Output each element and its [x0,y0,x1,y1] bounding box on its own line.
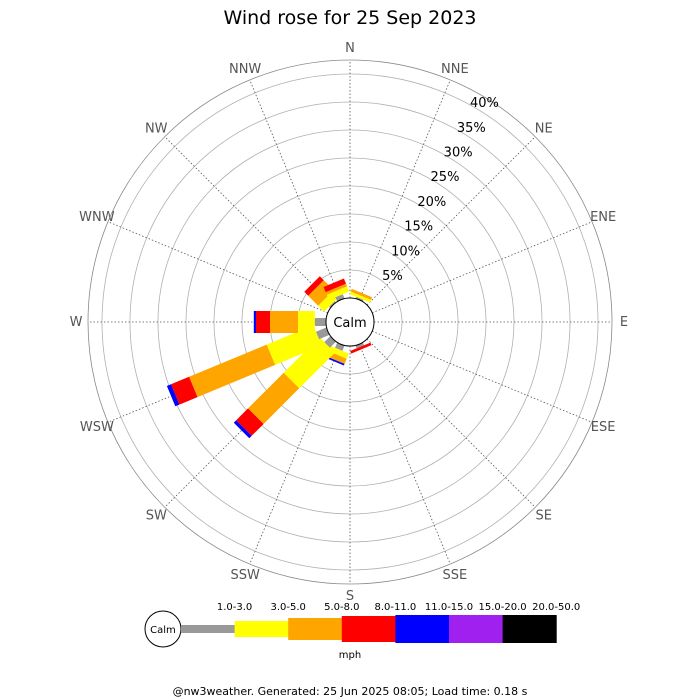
legend-label-3.0-5.0: 3.0-5.0 [270,602,305,613]
wind-bars [166,276,373,439]
direction-label-s: S [346,589,354,604]
spoke-wnw [107,221,328,314]
direction-label-ne: NE [535,121,553,136]
legend-swatch-3.0-5.0 [234,621,289,637]
spoke-se [366,338,536,508]
direction-label-sw: SW [146,509,167,524]
direction-label-wnw: WNW [79,210,115,225]
bar-sw-8.0-11.0 [236,408,264,436]
direction-label-w: W [70,315,83,330]
ring-label-1: 5% [382,269,403,284]
bar-w-3.0-5.0 [298,311,315,333]
legend-swatch-8.0-11.0 [341,616,396,642]
spoke-nnw [249,79,342,300]
legend-unit: mph [339,650,361,661]
bar-wsw-11.0-15.0 [166,384,180,407]
bar-wsw-5.0-8.0 [189,344,276,398]
bar-nnw-1.0-3.0 [335,294,345,302]
chart-title: Wind rose for 25 Sep 2023 [223,7,476,29]
bar-nne-1.0-3.0 [355,296,364,302]
spoke-nw [164,136,334,306]
legend-swatch-1.0-3.0 [181,625,236,633]
direction-label-sse: SSE [442,568,467,583]
legend-label-1.0-3.0: 1.0-3.0 [217,602,252,613]
bar-ssw-1.0-3.0 [335,342,345,351]
bar-sw-5.0-8.0 [248,372,300,424]
footer-text: @nw3weather. Generated: 25 Jun 2025 08:0… [173,685,528,698]
ring-label-8: 40% [470,96,499,111]
ring-label-3: 15% [404,220,433,235]
bar-nnw-8.0-11.0 [323,278,346,293]
bar-sw-11.0-15.0 [233,420,252,439]
direction-label-nnw: NNW [229,62,261,77]
spoke-sse [358,344,451,565]
bar-nw-8.0-11.0 [304,276,324,296]
spoke-nne [358,79,451,300]
bar-nw-1.0-3.0 [329,301,336,308]
direction-spokes [88,60,612,584]
ring-labels: 5% 10% 15% 20% 25% 30% 35% 40% [382,96,499,284]
bar-w-8.0-11.0 [256,311,270,333]
bar-nnw-5.0-8.0 [325,283,348,295]
spoke-ene [372,221,593,314]
legend-swatch-5.0-8.0 [288,618,343,640]
direction-label-n: N [345,41,355,56]
bar-wsw-1.0-3.0 [315,327,330,340]
calm-label: Calm [333,316,366,331]
ring-label-2: 10% [391,244,420,259]
bar-nne-5.0-8.0 [350,288,373,300]
direction-label-nne: NNE [441,62,469,77]
legend-label-8.0-11.0: 8.0-11.0 [375,602,417,613]
direction-labels: N NNE NE ENE E ESE SE SSE S SSW SW WSW W WNW NW NNW [70,41,629,604]
legend-calm-label: Calm [150,625,176,636]
bar-w-1.0-3.0 [314,318,326,326]
ring-label-5: 25% [431,170,460,185]
bar-wsw-3.0-5.0 [266,325,322,365]
direction-label-ese: ESE [591,420,616,435]
direction-label-se: SE [536,509,552,524]
bar-w-5.0-8.0 [270,311,298,333]
legend-swatch-15.0-20.0 [449,615,504,643]
direction-label-ssw: SSW [230,568,260,583]
spoke-ese [372,330,593,423]
direction-label-nw: NW [145,121,168,136]
legend-swatch-11.0-15.0 [395,615,450,643]
ring-label-4: 20% [417,195,446,210]
legend-label-11.0-15.0: 11.0-15.0 [425,602,473,613]
legend-label-20.0-50.0: 20.0-50.0 [532,602,580,613]
legend: Calm 1.0-3.0 3.0-5.0 5.0-8.0 8.0-11.0 11.0-15… [144,602,580,661]
bar-sse-8.0-11.0 [350,342,372,354]
calm-circle: Calm [325,297,375,347]
spoke-ssw [249,344,342,565]
legend-label-5.0-8.0: 5.0-8.0 [324,602,359,613]
bar-wsw-8.0-11.0 [171,376,198,405]
legend-swatch-20.0-50.0 [502,615,557,643]
bar-sse-1.0-3.0 [355,342,364,349]
ring-label-7: 35% [457,121,486,136]
direction-label-ene: ENE [590,210,616,225]
bar-ssw-3.0-5.0 [326,345,349,359]
spoke-ne [366,136,536,306]
direction-label-wsw: WSW [80,420,114,435]
legend-label-15.0-20.0: 15.0-20.0 [479,602,527,613]
bar-nnw-3.0-5.0 [326,286,350,300]
calm-circle-shape [325,297,375,347]
outer-ring [87,59,613,585]
bar-nne-3.0-5.0 [349,291,372,303]
ring-label-6: 30% [444,145,473,160]
direction-label-e: E [620,315,628,330]
bar-sw-3.0-5.0 [283,337,335,389]
bar-w-11.0-15.0 [253,311,256,333]
